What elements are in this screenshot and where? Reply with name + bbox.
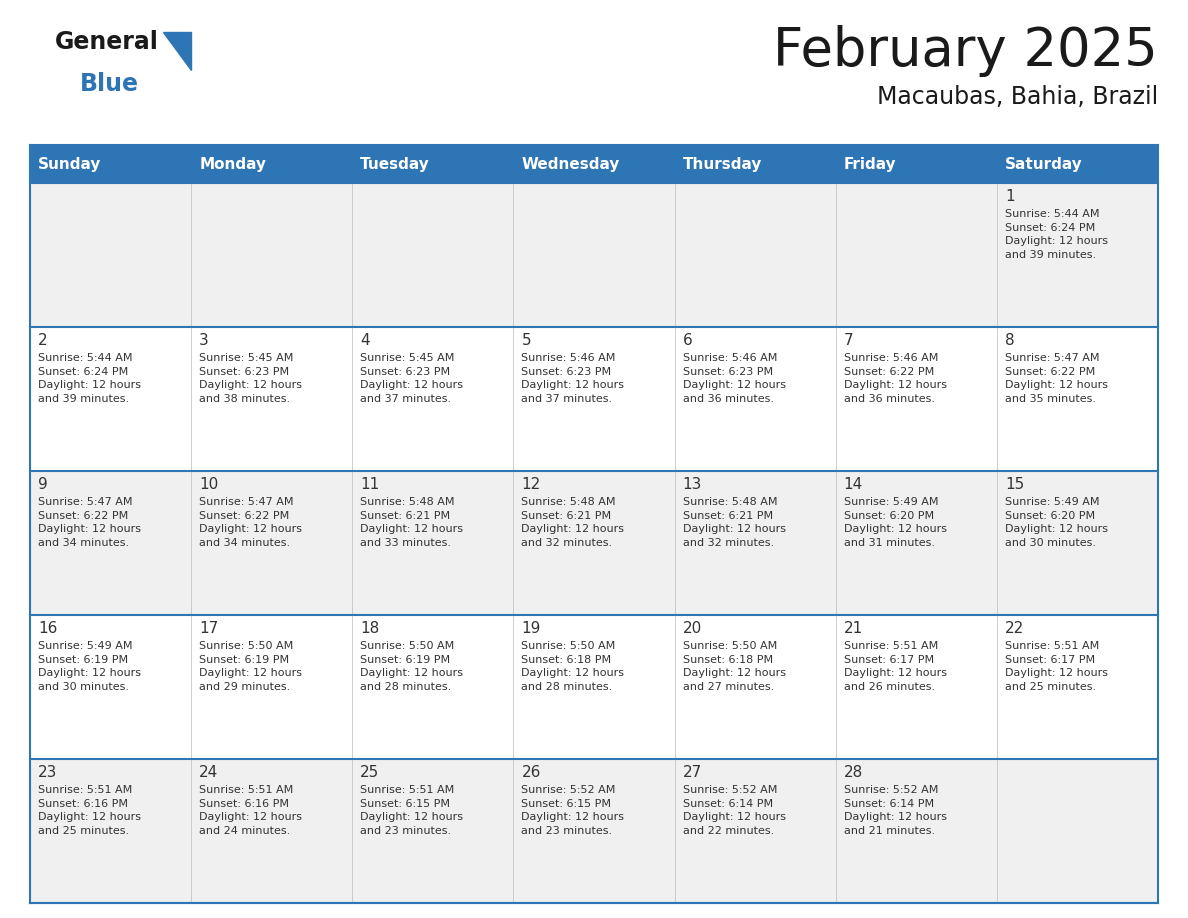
Text: Sunrise: 5:48 AM
Sunset: 6:21 PM
Daylight: 12 hours
and 32 minutes.: Sunrise: 5:48 AM Sunset: 6:21 PM Dayligh…: [522, 497, 625, 548]
Text: Sunrise: 5:47 AM
Sunset: 6:22 PM
Daylight: 12 hours
and 34 minutes.: Sunrise: 5:47 AM Sunset: 6:22 PM Dayligh…: [38, 497, 141, 548]
Text: 10: 10: [200, 477, 219, 492]
Text: 16: 16: [38, 621, 57, 636]
Text: Sunrise: 5:50 AM
Sunset: 6:19 PM
Daylight: 12 hours
and 29 minutes.: Sunrise: 5:50 AM Sunset: 6:19 PM Dayligh…: [200, 641, 302, 692]
Text: Sunrise: 5:52 AM
Sunset: 6:14 PM
Daylight: 12 hours
and 22 minutes.: Sunrise: 5:52 AM Sunset: 6:14 PM Dayligh…: [683, 785, 785, 835]
Text: 25: 25: [360, 765, 379, 780]
Text: 1: 1: [1005, 189, 1015, 204]
Text: 27: 27: [683, 765, 702, 780]
Text: 13: 13: [683, 477, 702, 492]
Text: Sunrise: 5:51 AM
Sunset: 6:16 PM
Daylight: 12 hours
and 25 minutes.: Sunrise: 5:51 AM Sunset: 6:16 PM Dayligh…: [38, 785, 141, 835]
Text: 22: 22: [1005, 621, 1024, 636]
Text: 15: 15: [1005, 477, 1024, 492]
Text: 4: 4: [360, 333, 369, 348]
Text: Sunrise: 5:51 AM
Sunset: 6:15 PM
Daylight: 12 hours
and 23 minutes.: Sunrise: 5:51 AM Sunset: 6:15 PM Dayligh…: [360, 785, 463, 835]
Bar: [30, 183, 1158, 327]
Bar: [30, 327, 1158, 471]
Text: 3: 3: [200, 333, 209, 348]
Text: Sunrise: 5:47 AM
Sunset: 6:22 PM
Daylight: 12 hours
and 35 minutes.: Sunrise: 5:47 AM Sunset: 6:22 PM Dayligh…: [1005, 353, 1108, 404]
Text: 8: 8: [1005, 333, 1015, 348]
Text: Sunrise: 5:46 AM
Sunset: 6:22 PM
Daylight: 12 hours
and 36 minutes.: Sunrise: 5:46 AM Sunset: 6:22 PM Dayligh…: [843, 353, 947, 404]
Text: Sunrise: 5:48 AM
Sunset: 6:21 PM
Daylight: 12 hours
and 33 minutes.: Sunrise: 5:48 AM Sunset: 6:21 PM Dayligh…: [360, 497, 463, 548]
Text: 2: 2: [38, 333, 48, 348]
Text: 5: 5: [522, 333, 531, 348]
Text: 21: 21: [843, 621, 862, 636]
Text: Sunrise: 5:45 AM
Sunset: 6:23 PM
Daylight: 12 hours
and 37 minutes.: Sunrise: 5:45 AM Sunset: 6:23 PM Dayligh…: [360, 353, 463, 404]
Text: Sunrise: 5:51 AM
Sunset: 6:17 PM
Daylight: 12 hours
and 26 minutes.: Sunrise: 5:51 AM Sunset: 6:17 PM Dayligh…: [843, 641, 947, 692]
Text: Sunrise: 5:47 AM
Sunset: 6:22 PM
Daylight: 12 hours
and 34 minutes.: Sunrise: 5:47 AM Sunset: 6:22 PM Dayligh…: [200, 497, 302, 548]
Text: Sunrise: 5:44 AM
Sunset: 6:24 PM
Daylight: 12 hours
and 39 minutes.: Sunrise: 5:44 AM Sunset: 6:24 PM Dayligh…: [1005, 209, 1108, 260]
Text: General: General: [55, 30, 159, 54]
Text: Sunrise: 5:51 AM
Sunset: 6:17 PM
Daylight: 12 hours
and 25 minutes.: Sunrise: 5:51 AM Sunset: 6:17 PM Dayligh…: [1005, 641, 1108, 692]
Text: 23: 23: [38, 765, 57, 780]
Text: 19: 19: [522, 621, 541, 636]
Polygon shape: [163, 32, 191, 70]
Text: Macaubas, Bahia, Brazil: Macaubas, Bahia, Brazil: [877, 85, 1158, 109]
Text: Sunrise: 5:50 AM
Sunset: 6:18 PM
Daylight: 12 hours
and 28 minutes.: Sunrise: 5:50 AM Sunset: 6:18 PM Dayligh…: [522, 641, 625, 692]
Text: 28: 28: [843, 765, 862, 780]
Bar: [30, 145, 1158, 183]
Bar: [30, 759, 1158, 903]
Text: February 2025: February 2025: [773, 25, 1158, 77]
Text: Sunrise: 5:52 AM
Sunset: 6:15 PM
Daylight: 12 hours
and 23 minutes.: Sunrise: 5:52 AM Sunset: 6:15 PM Dayligh…: [522, 785, 625, 835]
Text: Tuesday: Tuesday: [360, 156, 430, 172]
Text: 9: 9: [38, 477, 48, 492]
Text: Sunrise: 5:48 AM
Sunset: 6:21 PM
Daylight: 12 hours
and 32 minutes.: Sunrise: 5:48 AM Sunset: 6:21 PM Dayligh…: [683, 497, 785, 548]
Text: Sunrise: 5:44 AM
Sunset: 6:24 PM
Daylight: 12 hours
and 39 minutes.: Sunrise: 5:44 AM Sunset: 6:24 PM Dayligh…: [38, 353, 141, 404]
Text: Sunrise: 5:45 AM
Sunset: 6:23 PM
Daylight: 12 hours
and 38 minutes.: Sunrise: 5:45 AM Sunset: 6:23 PM Dayligh…: [200, 353, 302, 404]
Text: 6: 6: [683, 333, 693, 348]
Text: 7: 7: [843, 333, 853, 348]
Text: Sunrise: 5:49 AM
Sunset: 6:19 PM
Daylight: 12 hours
and 30 minutes.: Sunrise: 5:49 AM Sunset: 6:19 PM Dayligh…: [38, 641, 141, 692]
Text: Sunrise: 5:49 AM
Sunset: 6:20 PM
Daylight: 12 hours
and 31 minutes.: Sunrise: 5:49 AM Sunset: 6:20 PM Dayligh…: [843, 497, 947, 548]
Text: Sunrise: 5:52 AM
Sunset: 6:14 PM
Daylight: 12 hours
and 21 minutes.: Sunrise: 5:52 AM Sunset: 6:14 PM Dayligh…: [843, 785, 947, 835]
Text: Wednesday: Wednesday: [522, 156, 620, 172]
Text: Sunrise: 5:46 AM
Sunset: 6:23 PM
Daylight: 12 hours
and 37 minutes.: Sunrise: 5:46 AM Sunset: 6:23 PM Dayligh…: [522, 353, 625, 404]
Text: 11: 11: [360, 477, 379, 492]
Text: Sunrise: 5:49 AM
Sunset: 6:20 PM
Daylight: 12 hours
and 30 minutes.: Sunrise: 5:49 AM Sunset: 6:20 PM Dayligh…: [1005, 497, 1108, 548]
Bar: [30, 471, 1158, 615]
Text: 26: 26: [522, 765, 541, 780]
Text: Monday: Monday: [200, 156, 266, 172]
Text: 17: 17: [200, 621, 219, 636]
Text: Saturday: Saturday: [1005, 156, 1082, 172]
Text: 24: 24: [200, 765, 219, 780]
Text: Sunday: Sunday: [38, 156, 101, 172]
Text: Sunrise: 5:46 AM
Sunset: 6:23 PM
Daylight: 12 hours
and 36 minutes.: Sunrise: 5:46 AM Sunset: 6:23 PM Dayligh…: [683, 353, 785, 404]
Text: Sunrise: 5:51 AM
Sunset: 6:16 PM
Daylight: 12 hours
and 24 minutes.: Sunrise: 5:51 AM Sunset: 6:16 PM Dayligh…: [200, 785, 302, 835]
Text: 14: 14: [843, 477, 862, 492]
Bar: [30, 615, 1158, 759]
Text: 20: 20: [683, 621, 702, 636]
Text: Sunrise: 5:50 AM
Sunset: 6:18 PM
Daylight: 12 hours
and 27 minutes.: Sunrise: 5:50 AM Sunset: 6:18 PM Dayligh…: [683, 641, 785, 692]
Text: 18: 18: [360, 621, 379, 636]
Text: Thursday: Thursday: [683, 156, 762, 172]
Text: Blue: Blue: [80, 72, 139, 96]
Text: Sunrise: 5:50 AM
Sunset: 6:19 PM
Daylight: 12 hours
and 28 minutes.: Sunrise: 5:50 AM Sunset: 6:19 PM Dayligh…: [360, 641, 463, 692]
Text: 12: 12: [522, 477, 541, 492]
Text: Friday: Friday: [843, 156, 896, 172]
